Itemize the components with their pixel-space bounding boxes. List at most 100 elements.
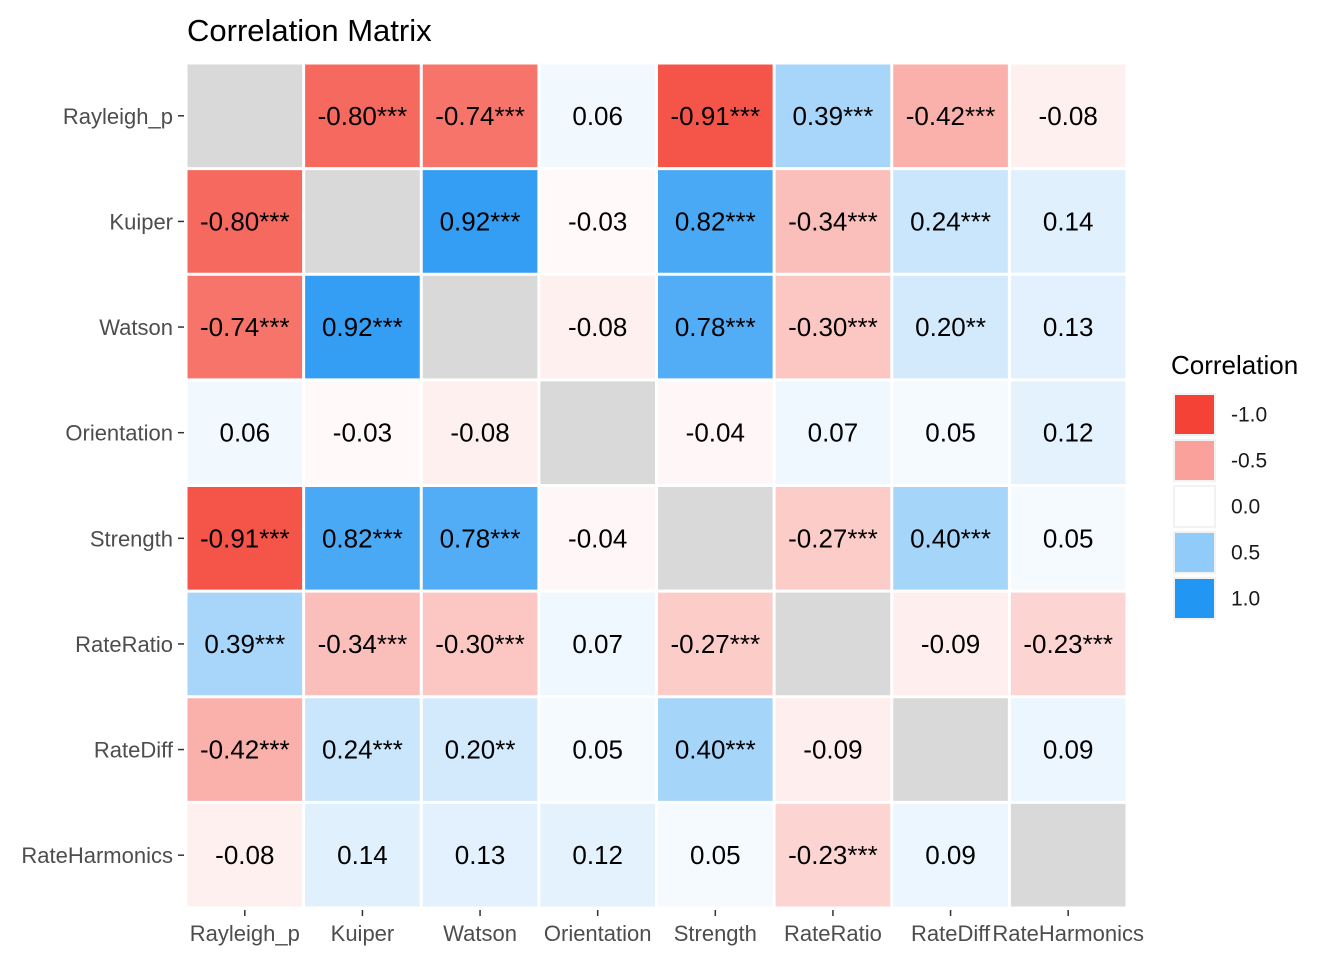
heatmap-cell	[422, 275, 538, 379]
cell-value-label: -0.08	[568, 312, 627, 342]
legend-label: -0.5	[1231, 450, 1267, 473]
heatmap-cell	[540, 64, 655, 168]
cell-value-label: -0.42***	[200, 735, 290, 765]
legend-label: -1.0	[1231, 404, 1267, 427]
heatmap-cell	[187, 170, 303, 273]
legend-swatch	[1175, 533, 1214, 572]
heatmap-cell	[1010, 487, 1126, 590]
cell-value-label: 0.92***	[322, 312, 403, 342]
cell-value-label: -0.74***	[435, 101, 525, 131]
heatmap-cell	[893, 803, 1008, 907]
heatmap-cell	[187, 698, 303, 801]
heatmap-cell	[775, 487, 891, 590]
legend-swatch	[1175, 579, 1214, 618]
cell-value-label: -0.03	[568, 206, 627, 236]
cell-value-label: -0.30***	[435, 629, 525, 659]
cell-value-label: 0.06	[572, 101, 623, 131]
heatmap-cell	[893, 170, 1008, 273]
cell-value-label: -0.08	[1039, 101, 1098, 131]
heatmap-cell	[305, 170, 420, 273]
cell-value-label: 0.09	[1043, 735, 1094, 765]
heatmap-cell	[422, 592, 538, 696]
chart-title: Correlation Matrix	[187, 13, 432, 48]
cell-value-label: -0.30***	[788, 312, 878, 342]
heatmap-cell	[1010, 698, 1126, 801]
x-tick-label: Watson	[443, 921, 517, 946]
heatmap-cell	[540, 487, 655, 590]
cell-value-label: -0.08	[215, 840, 274, 870]
cell-value-label: -0.91***	[200, 523, 290, 553]
heatmap-cell	[775, 592, 891, 696]
heatmap-cell	[422, 381, 538, 484]
cell-value-label: -0.91***	[671, 101, 761, 131]
heatmap-cell	[187, 275, 303, 379]
cell-value-label: -0.42***	[906, 101, 996, 131]
cell-value-label: 0.78***	[440, 523, 521, 553]
heatmap-cell	[658, 275, 773, 379]
heatmap-cell	[775, 275, 891, 379]
heatmap-cell	[305, 275, 420, 379]
heatmap-cell	[1010, 592, 1126, 696]
legend-title: Correlation	[1171, 350, 1298, 380]
y-tick-label: Kuiper	[109, 209, 173, 234]
heatmap-cell	[1010, 64, 1126, 168]
x-tick-label: Strength	[674, 921, 757, 946]
cell-value-label: 0.24***	[322, 735, 403, 765]
x-tick-label: Orientation	[544, 921, 652, 946]
legend-keys: -1.0 -0.5 0.0 0.5 1.0	[1173, 393, 1267, 620]
x-axis-ticks: Rayleigh_p Kuiper Watson Orientation Strengt…	[190, 910, 1144, 946]
legend-swatch	[1175, 395, 1214, 434]
heatmap-cell	[305, 698, 420, 801]
heatmap-cell	[893, 487, 1008, 590]
heatmap-cell	[775, 803, 891, 907]
x-tick-label: RateHarmonics	[992, 921, 1144, 946]
heatmap-cell	[658, 698, 773, 801]
heatmap-cell	[540, 170, 655, 273]
heatmap-cell	[187, 64, 303, 168]
heatmap-cell	[775, 698, 891, 801]
heatmap-cell	[422, 487, 538, 590]
x-tick-label: RateRatio	[784, 921, 882, 946]
cell-value-label: 0.82***	[675, 206, 756, 236]
cell-value-label: -0.80***	[200, 206, 290, 236]
cell-value-label: -0.34***	[318, 629, 408, 659]
heatmap-cell	[893, 698, 1008, 801]
cell-value-label: 0.13	[455, 840, 506, 870]
heatmap-cell	[1010, 275, 1126, 379]
heatmap-cell	[187, 381, 303, 484]
heatmap-cell	[305, 803, 420, 907]
heatmap-cell	[305, 64, 420, 168]
cell-value-label: -0.08	[450, 418, 509, 448]
cell-value-label: 0.12	[572, 840, 623, 870]
heatmap-cell	[658, 64, 773, 168]
heatmap-cell	[187, 803, 303, 907]
y-tick-label: Orientation	[65, 421, 173, 446]
cell-value-label: 0.40***	[910, 523, 991, 553]
legend-swatch	[1175, 441, 1214, 480]
cell-value-label: 0.07	[808, 418, 859, 448]
cell-value-label: -0.34***	[788, 206, 878, 236]
cell-value-label: -0.03	[333, 418, 392, 448]
cell-value-label: -0.27***	[788, 523, 878, 553]
cell-value-label: 0.39***	[204, 629, 285, 659]
cell-value-label: 0.24***	[910, 206, 991, 236]
heatmap-cell	[187, 592, 303, 696]
heatmap-cell	[658, 803, 773, 907]
y-tick-label: Rayleigh_p	[63, 104, 173, 129]
heatmap-cell	[540, 698, 655, 801]
heatmap-cell	[187, 487, 303, 590]
cell-value-label: -0.23***	[1023, 629, 1113, 659]
heatmap-cell	[893, 275, 1008, 379]
cell-value-label: 0.20**	[915, 312, 986, 342]
cell-value-label: 0.78***	[675, 312, 756, 342]
heatmap-cell	[305, 487, 420, 590]
y-tick-label: RateHarmonics	[21, 843, 173, 868]
cell-value-label: -0.27***	[671, 629, 761, 659]
legend-swatch	[1175, 487, 1214, 526]
legend-label: 1.0	[1231, 588, 1260, 611]
cell-value-label: -0.23***	[788, 840, 878, 870]
heatmap-cell	[540, 803, 655, 907]
cell-value-label: 0.13	[1043, 312, 1094, 342]
x-tick-label: Rayleigh_p	[190, 921, 300, 946]
cell-value-label: 0.92***	[440, 206, 521, 236]
